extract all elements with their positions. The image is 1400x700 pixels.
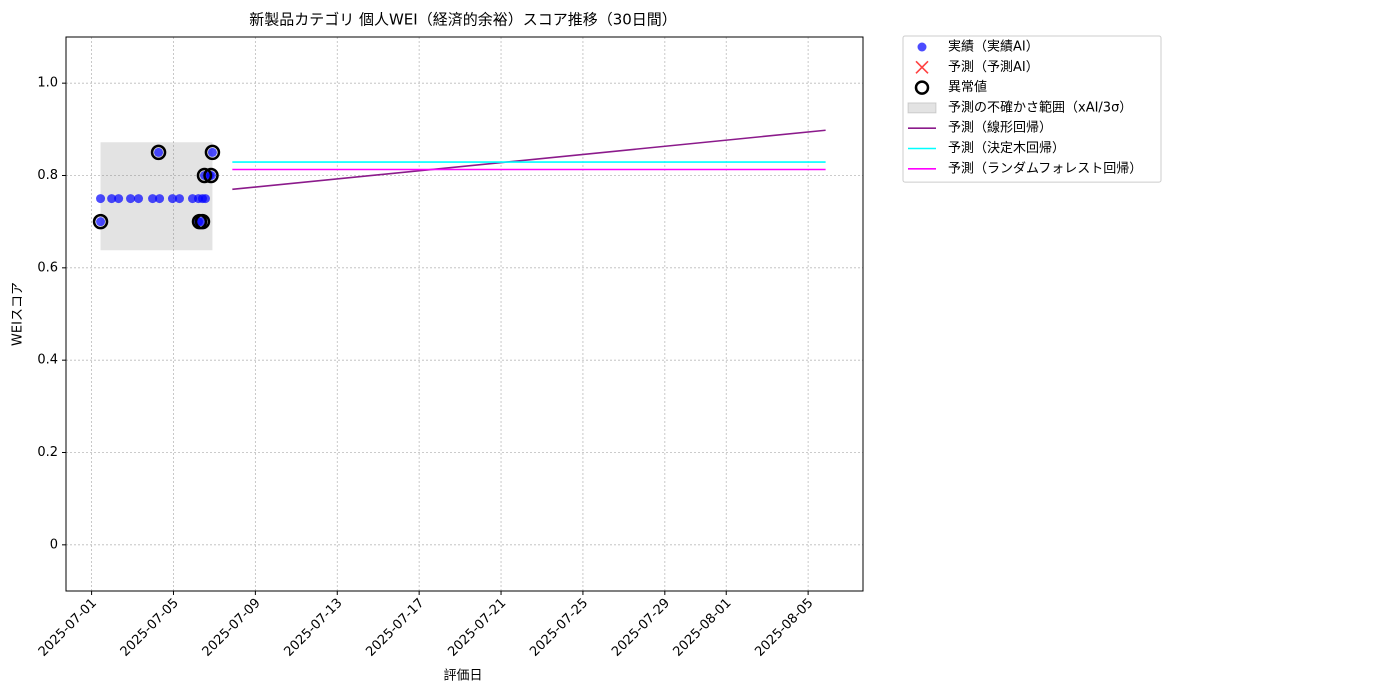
actual-point [126, 194, 136, 204]
y-tick-label: 0 [50, 537, 58, 552]
legend-label: 予測（予測AI） [948, 60, 1039, 75]
legend-label: 実績（実績AI） [948, 39, 1039, 55]
x-tick-label: 2025-07-05 [118, 596, 182, 660]
x-tick-label: 2025-08-05 [752, 596, 816, 660]
legend-marker [915, 60, 929, 74]
outlier-ring [196, 167, 213, 184]
outlier-ring [204, 144, 221, 161]
outlier-ring [150, 144, 167, 161]
x-tick-label: 2025-07-13 [282, 596, 346, 660]
actual-point [107, 194, 117, 204]
outlier-ring [194, 213, 211, 230]
chart-title: 新製品カテゴリ 個人WEI（経済的余裕）スコア推移（30日間） [249, 11, 677, 29]
legend-label: 予測（線形回帰） [948, 120, 1052, 136]
y-tick-label: 1.0 [37, 76, 58, 91]
actual-point [114, 194, 124, 204]
x-tick-label: 2025-07-09 [200, 596, 264, 660]
y-tick-label: 0.4 [37, 353, 58, 368]
actual-point [96, 194, 106, 204]
actual-point [200, 194, 210, 204]
x-tick-label: 2025-07-01 [36, 596, 100, 660]
outlier-ring [92, 213, 109, 230]
x-tick-label: 2025-07-21 [445, 596, 509, 660]
y-axis-label: WEIスコア [11, 282, 26, 346]
actual-point [148, 194, 158, 204]
actual-point [167, 194, 177, 204]
x-tick-label: 2025-07-25 [527, 596, 591, 660]
y-tick-label: 0.6 [37, 260, 58, 275]
x-tick-label: 2025-08-01 [670, 596, 734, 660]
legend-label: 予測（決定木回帰） [948, 140, 1065, 156]
legend-marker [907, 102, 937, 114]
y-tick-label: 0.8 [37, 168, 58, 183]
legend-label: 予測（ランダムフォレスト回帰） [948, 160, 1142, 176]
actual-point [154, 147, 164, 157]
actual-point [207, 147, 217, 157]
actual-point [155, 194, 165, 204]
prediction-line [232, 129, 826, 191]
legend-label: 予測の不確かさ範囲（xAI/3σ） [948, 99, 1132, 115]
x-axis-label: 評価日 [443, 669, 482, 684]
x-tick-label: 2025-07-29 [609, 596, 673, 660]
legend-marker [917, 42, 927, 52]
plot-area [92, 129, 826, 251]
actual-point [174, 194, 184, 204]
x-tick-label: 2025-07-17 [363, 596, 427, 660]
outlier-ring [203, 167, 219, 184]
actual-point [96, 217, 106, 227]
actual-point [134, 194, 144, 204]
y-tick-label: 0.2 [37, 445, 58, 460]
plot-frame [65, 36, 864, 592]
legend-marker [914, 80, 930, 95]
legend-label: 異常値 [948, 79, 987, 95]
actual-point [196, 217, 206, 227]
legend-box [902, 35, 1162, 183]
